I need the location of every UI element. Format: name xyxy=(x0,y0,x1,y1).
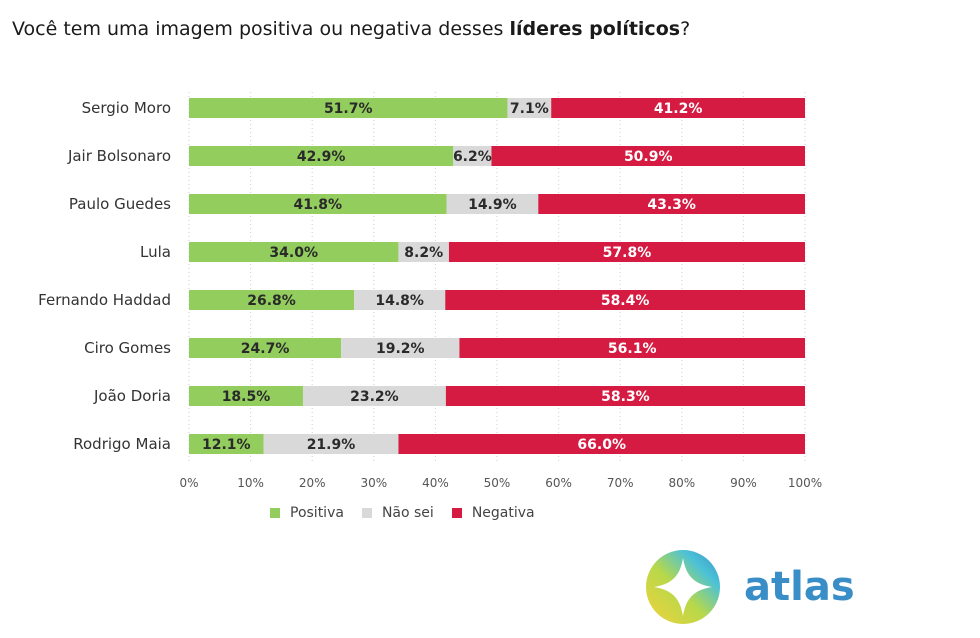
data-label-nao-sei-fernando-haddad: 14.8% xyxy=(375,293,424,309)
legend-label-nao-sei: Não sei xyxy=(381,505,434,521)
category-label-sergio-moro: Sergio Moro xyxy=(82,99,171,117)
data-label-nao-sei-lula: 8.2% xyxy=(404,245,443,261)
data-label-negativa-paulo-guedes: 43.3% xyxy=(647,197,696,213)
x-tick-label: 40% xyxy=(422,476,449,490)
bar-negativa-sergio-moro xyxy=(551,98,805,118)
data-label-nao-sei-ciro-gomes: 19.2% xyxy=(376,341,425,357)
data-label-negativa-joao-doria: 58.3% xyxy=(601,389,650,405)
x-tick-label: 60% xyxy=(545,476,572,490)
legend-item-nao-sei: Não sei xyxy=(361,505,434,521)
bar-positiva-ciro-gomes xyxy=(189,338,342,358)
bar-positiva-fernando-haddad xyxy=(189,290,355,310)
data-label-negativa-rodrigo-maia: 66.0% xyxy=(577,437,626,453)
bar-nao-sei-ciro-gomes xyxy=(341,338,460,358)
bar-nao-sei-lula xyxy=(398,242,449,262)
logo-text: atlas xyxy=(744,564,855,610)
atlas-logo: atlas xyxy=(644,548,855,626)
bar-positiva-jair-bolsonaro xyxy=(189,146,454,166)
bar-nao-sei-fernando-haddad xyxy=(354,290,446,310)
data-label-positiva-ciro-gomes: 24.7% xyxy=(241,341,290,357)
x-tick-label: 90% xyxy=(730,476,757,490)
legend-label-negativa: Negativa xyxy=(471,505,535,521)
legend-label-positiva: Positiva xyxy=(290,505,344,521)
x-tick-label: 0% xyxy=(179,476,198,490)
title-prefix: Você tem uma imagem positiva ou negativa… xyxy=(12,18,510,40)
bar-negativa-ciro-gomes xyxy=(459,338,805,358)
x-tick-label: 80% xyxy=(668,476,695,490)
bar-positiva-rodrigo-maia xyxy=(189,434,264,454)
bar-negativa-lula xyxy=(448,242,805,262)
legend: Positiva Não sei Negativa xyxy=(270,505,553,521)
data-label-positiva-sergio-moro: 51.7% xyxy=(324,101,373,117)
x-tick-label: 50% xyxy=(484,476,511,490)
data-label-negativa-lula: 57.8% xyxy=(603,245,652,261)
bar-nao-sei-joao-doria xyxy=(302,386,446,406)
data-label-positiva-jair-bolsonaro: 42.9% xyxy=(297,149,346,165)
data-label-nao-sei-sergio-moro: 7.1% xyxy=(510,101,549,117)
legend-swatch-positiva xyxy=(270,508,280,518)
category-label-rodrigo-maia: Rodrigo Maia xyxy=(73,435,171,453)
data-label-nao-sei-paulo-guedes: 14.9% xyxy=(468,197,517,213)
bar-nao-sei-jair-bolsonaro xyxy=(453,146,492,166)
category-label-ciro-gomes: Ciro Gomes xyxy=(84,339,171,357)
bar-nao-sei-paulo-guedes xyxy=(446,194,539,214)
chart-title: Você tem uma imagem positiva ou negativa… xyxy=(12,18,690,40)
bar-positiva-paulo-guedes xyxy=(189,194,447,214)
legend-swatch-nao-sei xyxy=(361,508,372,518)
category-label-jair-bolsonaro: Jair Bolsonaro xyxy=(67,147,171,165)
data-label-nao-sei-rodrigo-maia: 21.9% xyxy=(307,437,356,453)
atlas-logo-icon xyxy=(646,550,720,624)
data-label-nao-sei-jair-bolsonaro: 6.2% xyxy=(453,149,492,165)
data-label-nao-sei-joao-doria: 23.2% xyxy=(350,389,399,405)
category-label-lula: Lula xyxy=(140,243,171,261)
stacked-bar-chart: 0% 10% 20% 30% 40% 50% 60% 70% 80% 90% 100% Sergio … xyxy=(38,92,822,490)
title-suffix: ? xyxy=(680,18,691,40)
x-tick-label: 100% xyxy=(788,476,822,490)
data-label-negativa-ciro-gomes: 56.1% xyxy=(608,341,657,357)
data-label-positiva-joao-doria: 18.5% xyxy=(222,389,271,405)
data-label-negativa-sergio-moro: 41.2% xyxy=(654,101,703,117)
data-label-positiva-fernando-haddad: 26.8% xyxy=(247,293,296,309)
bar-positiva-lula xyxy=(189,242,399,262)
bar-negativa-fernando-haddad xyxy=(445,290,805,310)
bar-nao-sei-rodrigo-maia xyxy=(263,434,399,454)
legend-item-positiva: Positiva xyxy=(270,505,344,521)
legend-swatch-negativa xyxy=(451,508,462,518)
bar-positiva-sergio-moro xyxy=(189,98,508,118)
bar-negativa-rodrigo-maia xyxy=(398,434,805,454)
category-label-paulo-guedes: Paulo Guedes xyxy=(69,195,171,213)
bar-negativa-paulo-guedes xyxy=(538,194,805,214)
bar-negativa-joao-doria xyxy=(445,386,805,406)
x-tick-label: 70% xyxy=(607,476,634,490)
category-label-joao-doria: João Doria xyxy=(93,387,171,405)
data-label-negativa-jair-bolsonaro: 50.9% xyxy=(624,149,673,165)
bar-positiva-joao-doria xyxy=(189,386,303,406)
x-tick-label: 30% xyxy=(360,476,387,490)
data-label-positiva-rodrigo-maia: 12.1% xyxy=(202,437,251,453)
x-tick-label: 20% xyxy=(299,476,326,490)
bar-negativa-jair-bolsonaro xyxy=(491,146,805,166)
data-label-positiva-paulo-guedes: 41.8% xyxy=(293,197,342,213)
category-label-fernando-haddad: Fernando Haddad xyxy=(38,291,171,309)
legend-item-negativa: Negativa xyxy=(451,505,535,521)
title-bold: líderes políticos xyxy=(509,18,681,40)
bar-nao-sei-sergio-moro xyxy=(507,98,552,118)
data-label-negativa-fernando-haddad: 58.4% xyxy=(601,293,650,309)
x-tick-label: 10% xyxy=(237,476,264,490)
data-label-positiva-lula: 34.0% xyxy=(269,245,318,261)
